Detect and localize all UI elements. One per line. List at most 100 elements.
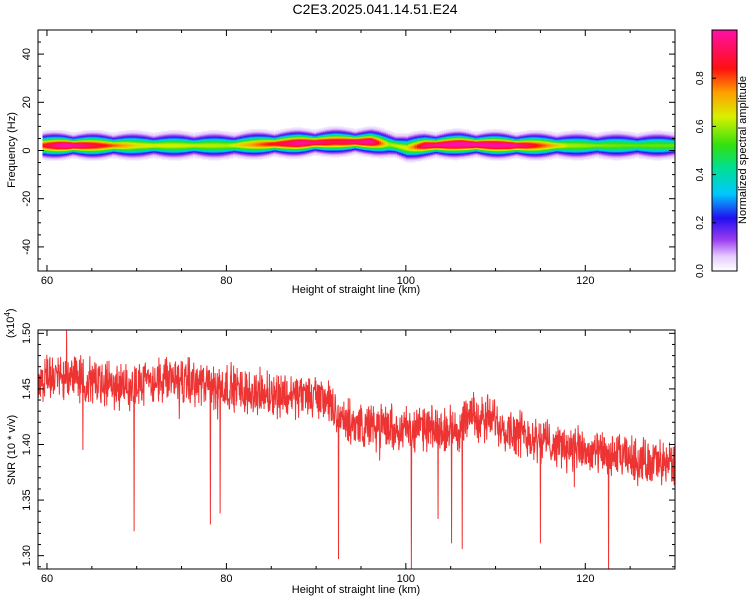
heatmap-cell: [414, 140, 418, 143]
heatmap-cell: [374, 132, 378, 134]
heatmap-cell: [408, 137, 411, 140]
heatmap-cell: [141, 142, 144, 145]
heatmap-cell: [154, 138, 158, 141]
heatmap-cell: [96, 135, 99, 137]
heatmap-cell: [266, 141, 270, 144]
heatmap-cell: [385, 145, 389, 148]
heatmap-cell: [376, 141, 380, 144]
heatmap-cell: [98, 147, 102, 149]
heatmap-cell: [49, 144, 52, 147]
heatmap-cell: [96, 132, 99, 134]
heatmap-cell: [85, 154, 88, 156]
heatmap-cell: [257, 136, 261, 138]
heatmap-cell: [336, 137, 339, 140]
heatmap-cell: [192, 146, 196, 148]
heatmap-cell: [186, 144, 189, 147]
heatmap-cell: [49, 136, 52, 138]
heatmap-cell: [269, 135, 272, 137]
heatmap-cell: [192, 154, 196, 156]
heatmap-cell: [327, 146, 330, 148]
heatmap-cell: [414, 146, 418, 148]
heatmap-cell: [179, 130, 182, 132]
heatmap-cell: [417, 141, 420, 144]
heatmap-cell: [336, 130, 339, 132]
heatmap-cell: [253, 156, 256, 158]
heatmap-cell: [311, 136, 315, 138]
heatmap-cell: [82, 131, 86, 133]
heatmap-cell: [85, 133, 88, 135]
heatmap-cell: [181, 148, 185, 150]
heatmap-cell: [145, 131, 149, 133]
heatmap-cell: [69, 132, 73, 134]
heatmap-cell: [260, 148, 263, 150]
heatmap-cell: [136, 156, 140, 158]
heatmap-cell: [313, 144, 317, 147]
heatmap-cell: [212, 134, 216, 136]
heatmap-cell: [320, 151, 324, 153]
heatmap-cell: [352, 149, 355, 151]
heatmap-cell: [390, 134, 393, 136]
heatmap-cell: [152, 154, 156, 156]
heatmap-cell: [251, 155, 254, 157]
heatmap-cell: [280, 151, 283, 153]
heatmap-cell: [109, 139, 113, 142]
heatmap-cell: [186, 149, 189, 151]
heatmap-cell: [235, 137, 239, 139]
heatmap-cell: [105, 133, 108, 135]
heatmap-cell: [255, 136, 259, 138]
heatmap-cell: [275, 145, 279, 148]
heatmap-cell: [271, 132, 274, 134]
heatmap-cell: [343, 150, 346, 152]
heatmap-cell: [96, 133, 99, 135]
heatmap-cell: [55, 143, 59, 146]
heatmap-cell: [215, 144, 218, 147]
heatmap-cell: [293, 155, 297, 157]
heatmap-cell: [217, 151, 221, 153]
heatmap-cell: [123, 134, 126, 136]
heatmap-cell: [352, 133, 355, 135]
heatmap-cell: [62, 148, 66, 150]
heatmap-cell: [345, 145, 348, 148]
heatmap-cell: [76, 132, 79, 134]
heatmap-cell: [367, 137, 371, 140]
heatmap-cell: [365, 150, 369, 152]
heatmap-cell: [295, 130, 299, 132]
heatmap-cell: [127, 153, 131, 155]
heatmap-cell: [255, 143, 259, 146]
heatmap-cell: [334, 143, 337, 146]
heatmap-cell: [51, 136, 55, 138]
heatmap-cell: [53, 138, 57, 141]
heatmap-cell: [363, 154, 366, 156]
heatmap-cell: [269, 139, 272, 142]
heatmap-cell: [320, 147, 324, 149]
heatmap-cell: [343, 145, 346, 148]
heatmap-cell: [109, 145, 113, 148]
heatmap-cell: [156, 133, 160, 135]
heatmap-cell: [73, 146, 77, 148]
heatmap-cell: [410, 141, 413, 144]
heatmap-cell: [147, 139, 151, 142]
heatmap-cell: [385, 133, 389, 135]
heatmap-cell: [291, 131, 295, 133]
heatmap-cell: [345, 154, 348, 156]
heatmap-cell: [217, 159, 221, 161]
heatmap-cell: [217, 138, 221, 141]
heatmap-cell: [293, 143, 297, 146]
heatmap-cell: [300, 147, 304, 149]
heatmap-cell: [322, 154, 326, 156]
heatmap-cell: [201, 151, 205, 153]
heatmap-cell: [181, 145, 185, 148]
heatmap-cell: [253, 134, 256, 136]
heatmap-cell: [374, 134, 378, 136]
heatmap-cell: [381, 153, 384, 155]
heatmap-cell: [147, 153, 151, 155]
heatmap-cell: [228, 145, 232, 148]
heatmap-cell: [107, 142, 111, 145]
heatmap-cell: [349, 153, 353, 155]
heatmap-cell: [208, 157, 212, 159]
heatmap-cell: [266, 152, 270, 154]
heatmap-cell: [345, 146, 348, 148]
heatmap-cell: [293, 156, 297, 158]
heatmap-cell: [168, 135, 171, 137]
heatmap-cell: [91, 155, 95, 157]
